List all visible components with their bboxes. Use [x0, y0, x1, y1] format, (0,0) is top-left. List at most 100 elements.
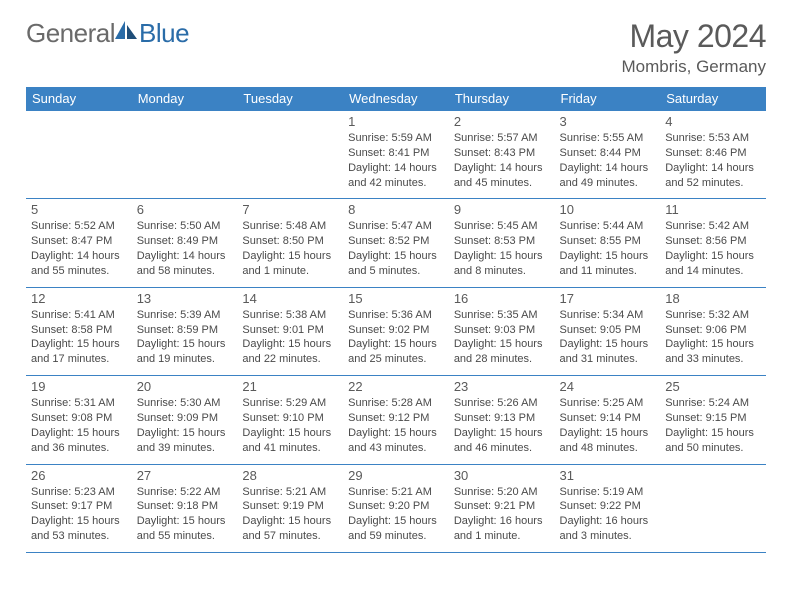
- day-number: 30: [454, 468, 550, 483]
- calendar-day-cell: 22 Sunrise: 5:28 AMSunset: 9:12 PMDayligh…: [343, 376, 449, 464]
- day-info: Sunrise: 5:44 AMSunset: 8:55 PMDaylight:…: [560, 219, 656, 278]
- day-info: Sunrise: 5:47 AMSunset: 8:52 PMDaylight:…: [348, 219, 444, 278]
- day-number: 17: [560, 291, 656, 306]
- calendar-empty-cell: [132, 111, 238, 199]
- day-number: 26: [31, 468, 127, 483]
- day-number: 4: [665, 114, 761, 129]
- calendar-day-cell: 6Sunrise: 5:50 AMSunset: 8:49 PMDaylight…: [132, 199, 238, 287]
- day-info: Sunrise: 5:21 AMSunset: 9:20 PMDaylight:…: [348, 485, 444, 544]
- calendar-day-cell: 16 Sunrise: 5:35 AMSunset: 9:03 PMDayligh…: [449, 287, 555, 375]
- calendar-day-cell: 10 Sunrise: 5:44 AMSunset: 8:55 PMDayligh…: [555, 199, 661, 287]
- day-info: Sunrise: 5:32 AMSunset: 9:06 PMDaylight:…: [665, 308, 761, 367]
- day-info: Sunrise: 5:26 AMSunset: 9:13 PMDaylight:…: [454, 396, 550, 455]
- day-info: Sunrise: 5:57 AMSunset: 8:43 PMDaylight:…: [454, 131, 550, 190]
- day-info: Sunrise: 5:28 AMSunset: 9:12 PMDaylight:…: [348, 396, 444, 455]
- day-number: 28: [242, 468, 338, 483]
- day-info: Sunrise: 5:30 AMSunset: 9:09 PMDaylight:…: [137, 396, 233, 455]
- weekday-header-row: SundayMondayTuesdayWednesdayThursdayFrid…: [26, 87, 766, 111]
- day-info: Sunrise: 5:38 AMSunset: 9:01 PMDaylight:…: [242, 308, 338, 367]
- calendar-empty-cell: [26, 111, 132, 199]
- calendar-day-cell: 29 Sunrise: 5:21 AMSunset: 9:20 PMDayligh…: [343, 464, 449, 552]
- weekday-header: Saturday: [660, 87, 766, 111]
- calendar-day-cell: 28 Sunrise: 5:21 AMSunset: 9:19 PMDayligh…: [237, 464, 343, 552]
- calendar-week-row: 26 Sunrise: 5:23 AMSunset: 9:17 PMDayligh…: [26, 464, 766, 552]
- calendar-day-cell: 5Sunrise: 5:52 AMSunset: 8:47 PMDaylight…: [26, 199, 132, 287]
- header: General Blue May 2024 Mombris, Germany: [26, 18, 766, 77]
- day-number: 22: [348, 379, 444, 394]
- calendar-day-cell: 21 Sunrise: 5:29 AMSunset: 9:10 PMDayligh…: [237, 376, 343, 464]
- title-block: May 2024 Mombris, Germany: [621, 18, 766, 77]
- calendar-day-cell: 20 Sunrise: 5:30 AMSunset: 9:09 PMDayligh…: [132, 376, 238, 464]
- calendar-day-cell: 27Sunrise: 5:22 AMSunset: 9:18 PMDayligh…: [132, 464, 238, 552]
- calendar-day-cell: 12 Sunrise: 5:41 AMSunset: 8:58 PMDayligh…: [26, 287, 132, 375]
- calendar-table: SundayMondayTuesdayWednesdayThursdayFrid…: [26, 87, 766, 553]
- day-info: Sunrise: 5:55 AMSunset: 8:44 PMDaylight:…: [560, 131, 656, 190]
- day-info: Sunrise: 5:39 AMSunset: 8:59 PMDaylight:…: [137, 308, 233, 367]
- calendar-week-row: 5Sunrise: 5:52 AMSunset: 8:47 PMDaylight…: [26, 199, 766, 287]
- calendar-day-cell: 2 Sunrise: 5:57 AMSunset: 8:43 PMDaylight…: [449, 111, 555, 199]
- day-info: Sunrise: 5:53 AMSunset: 8:46 PMDaylight:…: [665, 131, 761, 190]
- day-number: 12: [31, 291, 127, 306]
- calendar-day-cell: 26 Sunrise: 5:23 AMSunset: 9:17 PMDayligh…: [26, 464, 132, 552]
- day-number: 2: [454, 114, 550, 129]
- day-number: 31: [560, 468, 656, 483]
- day-number: 3: [560, 114, 656, 129]
- day-info: Sunrise: 5:24 AMSunset: 9:15 PMDaylight:…: [665, 396, 761, 455]
- day-number: 24: [560, 379, 656, 394]
- day-info: Sunrise: 5:48 AMSunset: 8:50 PMDaylight:…: [242, 219, 338, 278]
- day-info: Sunrise: 5:22 AMSunset: 9:18 PMDaylight:…: [137, 485, 233, 544]
- day-number: 6: [137, 202, 233, 217]
- day-number: 7: [242, 202, 338, 217]
- weekday-header: Monday: [132, 87, 238, 111]
- day-number: 16: [454, 291, 550, 306]
- calendar-empty-cell: [660, 464, 766, 552]
- calendar-day-cell: 18 Sunrise: 5:32 AMSunset: 9:06 PMDayligh…: [660, 287, 766, 375]
- weekday-header: Tuesday: [237, 87, 343, 111]
- day-info: Sunrise: 5:31 AMSunset: 9:08 PMDaylight:…: [31, 396, 127, 455]
- day-info: Sunrise: 5:35 AMSunset: 9:03 PMDaylight:…: [454, 308, 550, 367]
- day-number: 21: [242, 379, 338, 394]
- calendar-day-cell: 24 Sunrise: 5:25 AMSunset: 9:14 PMDayligh…: [555, 376, 661, 464]
- calendar-day-cell: 15 Sunrise: 5:36 AMSunset: 9:02 PMDayligh…: [343, 287, 449, 375]
- day-number: 19: [31, 379, 127, 394]
- calendar-body: 1Sunrise: 5:59 AMSunset: 8:41 PMDaylight…: [26, 111, 766, 553]
- day-info: Sunrise: 5:41 AMSunset: 8:58 PMDaylight:…: [31, 308, 127, 367]
- day-info: Sunrise: 5:20 AMSunset: 9:21 PMDaylight:…: [454, 485, 550, 544]
- day-info: Sunrise: 5:25 AMSunset: 9:14 PMDaylight:…: [560, 396, 656, 455]
- day-number: 9: [454, 202, 550, 217]
- day-info: Sunrise: 5:52 AMSunset: 8:47 PMDaylight:…: [31, 219, 127, 278]
- calendar-day-cell: 7 Sunrise: 5:48 AMSunset: 8:50 PMDaylight…: [237, 199, 343, 287]
- calendar-day-cell: 1Sunrise: 5:59 AMSunset: 8:41 PMDaylight…: [343, 111, 449, 199]
- day-number: 23: [454, 379, 550, 394]
- weekday-header: Sunday: [26, 87, 132, 111]
- weekday-header: Wednesday: [343, 87, 449, 111]
- day-info: Sunrise: 5:23 AMSunset: 9:17 PMDaylight:…: [31, 485, 127, 544]
- day-number: 1: [348, 114, 444, 129]
- weekday-header: Friday: [555, 87, 661, 111]
- day-number: 15: [348, 291, 444, 306]
- day-info: Sunrise: 5:45 AMSunset: 8:53 PMDaylight:…: [454, 219, 550, 278]
- day-number: 13: [137, 291, 233, 306]
- day-info: Sunrise: 5:42 AMSunset: 8:56 PMDaylight:…: [665, 219, 761, 278]
- day-number: 29: [348, 468, 444, 483]
- day-number: 18: [665, 291, 761, 306]
- calendar-day-cell: 11 Sunrise: 5:42 AMSunset: 8:56 PMDayligh…: [660, 199, 766, 287]
- logo-text-blue: Blue: [139, 18, 189, 49]
- day-number: 25: [665, 379, 761, 394]
- calendar-day-cell: 3 Sunrise: 5:55 AMSunset: 8:44 PMDaylight…: [555, 111, 661, 199]
- day-number: 11: [665, 202, 761, 217]
- day-number: 20: [137, 379, 233, 394]
- day-info: Sunrise: 5:36 AMSunset: 9:02 PMDaylight:…: [348, 308, 444, 367]
- day-number: 10: [560, 202, 656, 217]
- calendar-day-cell: 31Sunrise: 5:19 AMSunset: 9:22 PMDayligh…: [555, 464, 661, 552]
- day-info: Sunrise: 5:21 AMSunset: 9:19 PMDaylight:…: [242, 485, 338, 544]
- day-info: Sunrise: 5:29 AMSunset: 9:10 PMDaylight:…: [242, 396, 338, 455]
- day-info: Sunrise: 5:34 AMSunset: 9:05 PMDaylight:…: [560, 308, 656, 367]
- day-number: 8: [348, 202, 444, 217]
- month-title: May 2024: [621, 18, 766, 55]
- calendar-week-row: 19 Sunrise: 5:31 AMSunset: 9:08 PMDayligh…: [26, 376, 766, 464]
- calendar-day-cell: 9 Sunrise: 5:45 AMSunset: 8:53 PMDaylight…: [449, 199, 555, 287]
- calendar-day-cell: 25 Sunrise: 5:24 AMSunset: 9:15 PMDayligh…: [660, 376, 766, 464]
- logo-text-general: General: [26, 18, 115, 49]
- calendar-empty-cell: [237, 111, 343, 199]
